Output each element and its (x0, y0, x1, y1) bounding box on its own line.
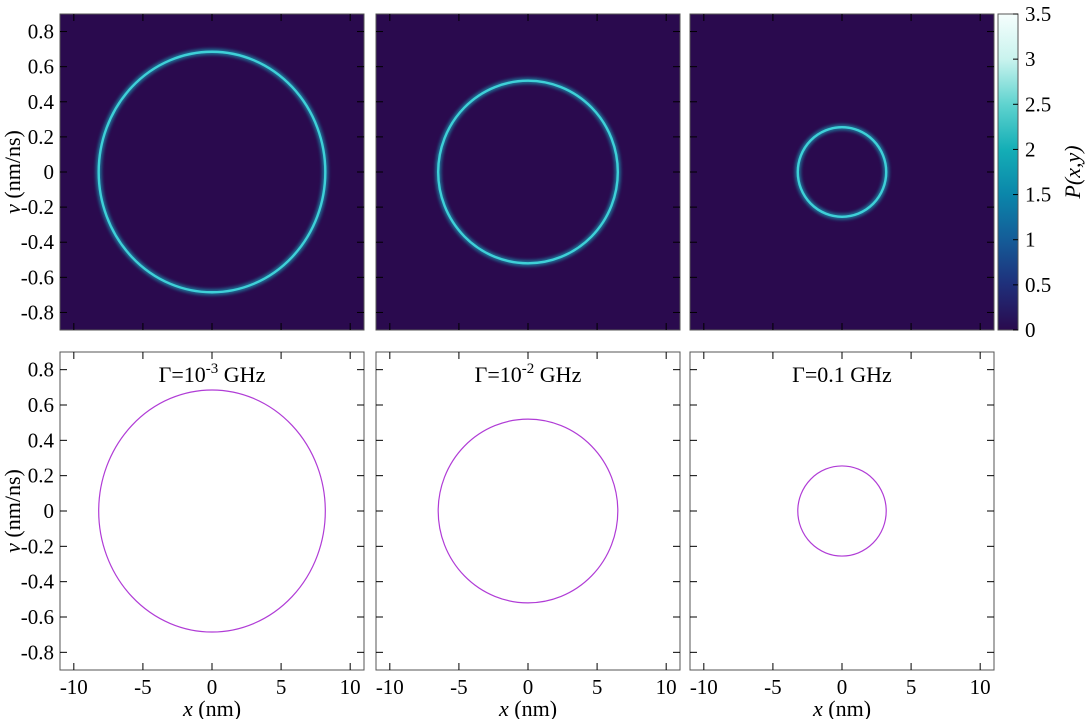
heatmap-background (690, 14, 994, 330)
y-tick-label: -0.2 (21, 195, 54, 219)
y-axis-label: v (nm/ns) (0, 130, 25, 214)
trajectory-orbit (437, 418, 619, 604)
y-tick-label: -0.6 (21, 605, 54, 629)
x-tick-label: -10 (690, 675, 718, 699)
plot-background (376, 352, 680, 670)
y-tick-label: 0.6 (28, 393, 54, 417)
y-tick-label: 0 (44, 160, 55, 184)
x-tick-label: -5 (450, 675, 468, 699)
y-tick-label: -0.2 (21, 534, 54, 558)
x-tick-label: -5 (764, 675, 782, 699)
orbit-panel-2: Γ=10-2 GHz -10 -5 0 5 10 x (nm) (375, 351, 681, 719)
heatmap-panel-3 (689, 13, 995, 331)
y-tick-label: 0.6 (28, 55, 54, 79)
x-tick-label: -5 (134, 675, 152, 699)
x-tick-label: 10 (970, 675, 991, 699)
y-tick-label: -0.6 (21, 265, 54, 289)
colorbar-frame (997, 13, 1019, 331)
panel-title: Γ=10-2 GHz (475, 361, 582, 387)
x-tick-label: 10 (656, 675, 677, 699)
colorbar-label: P(x,y) (1060, 145, 1085, 199)
y-tick-label: 0.2 (28, 464, 54, 488)
y-tick-label: 0.4 (28, 428, 55, 452)
panel-title: Γ=10-3 GHz (159, 361, 266, 387)
orbit-panel-1: Γ=10-3 GHz -0.8 -0.6 -0.4 -0.2 0 0.2 0.4 0.6 0.8 v… (0, 351, 365, 719)
y-tick-label: 0.2 (28, 125, 54, 149)
x-tick-label: 0 (207, 675, 218, 699)
y-tick-label: 0 (44, 499, 55, 523)
heatmap-panel-1: -0.8 -0.6 -0.4 -0.2 0 0.2 0.4 0.6 0.8 v (nm/ns) (0, 13, 365, 331)
y-tick-label: -0.8 (21, 300, 54, 324)
colorbar-tick-label: 1.5 (1025, 183, 1051, 207)
y-tick-label: 0.8 (28, 358, 54, 382)
colorbar-tick-label: 3.5 (1025, 2, 1051, 26)
heatmap-panel-2 (375, 13, 681, 331)
colorbar-tick-label: 0 (1025, 318, 1036, 342)
probability-ring (436, 79, 620, 265)
y-axis-label: v (nm/ns) (0, 469, 25, 553)
colorbar-tick-label: 1 (1025, 228, 1036, 252)
colorbar-tick-label: 3 (1025, 47, 1036, 71)
x-tick-label: 5 (592, 675, 603, 699)
x-axis-label: x (nm) (182, 696, 241, 719)
panels: -0.8-0.6-0.4-0.200.20.40.60.8v (nm/ns)Γ=… (0, 13, 995, 719)
plot-background (60, 352, 364, 670)
y-tick-label: -0.4 (21, 230, 55, 254)
x-tick-label: 5 (906, 675, 917, 699)
probability-ring (796, 126, 888, 218)
colorbar-tick-label: 0.5 (1025, 273, 1051, 297)
colorbar: 0 0.5 1 1.5 2 2.5 3 3.5 P(x,y) (997, 2, 1085, 342)
trajectory-orbit (98, 389, 326, 633)
probability-ring (97, 50, 327, 294)
y-tick-label: 0.4 (28, 90, 55, 114)
orbit-panel-3: Γ=0.1 GHz -10 -5 0 5 10 x (nm) (689, 351, 995, 719)
colorbar-tick-label: 2 (1025, 137, 1036, 161)
colorbar-gradient (998, 14, 1018, 330)
y-tick-label: -0.4 (21, 570, 55, 594)
x-tick-label: 0 (837, 675, 848, 699)
colorbar-tick-label: 2.5 (1025, 92, 1051, 116)
x-tick-label: -10 (60, 675, 88, 699)
x-tick-label: 0 (523, 675, 534, 699)
y-tick-label: -0.8 (21, 640, 54, 664)
heatmap-background (60, 14, 364, 330)
trajectory-orbit (797, 465, 887, 557)
x-axis-label: x (nm) (498, 696, 557, 719)
x-axis-label: x (nm) (812, 696, 871, 719)
x-tick-label: 10 (340, 675, 361, 699)
x-tick-label: -10 (376, 675, 404, 699)
panel-title: Γ=0.1 GHz (792, 362, 892, 387)
plot-background (690, 352, 994, 670)
y-tick-label: 0.8 (28, 20, 54, 44)
x-tick-label: 5 (276, 675, 287, 699)
heatmap-background (376, 14, 680, 330)
